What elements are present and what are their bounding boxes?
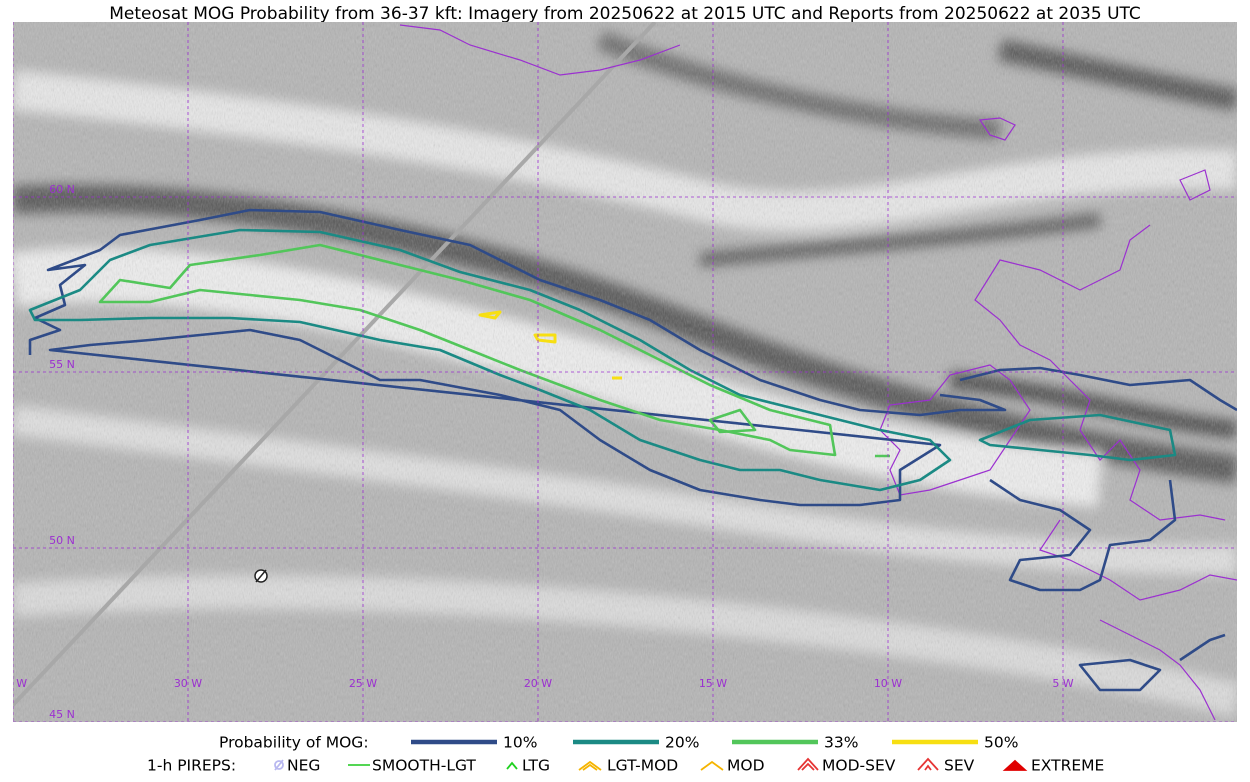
lat-label: 45 N [49,708,75,721]
lon-label: 15 W [699,677,727,690]
probability-contours [28,208,1237,692]
legend-icon [797,757,819,771]
contour-2 [708,408,890,458]
lon-label: 25 W [349,677,377,690]
contour-3 [478,310,622,380]
lon-label: 20 W [524,677,552,690]
graticule: 35 W 30 W 25 W 20 W 15 W 10 W 5 W 60 N 55 N 50 N 4… [0,22,1237,722]
legend-title: 1-h PIREPS: [147,757,236,775]
legend-icon [274,759,284,771]
legend: Probability of MOG: 10% 20% 33% 50% 1-h PIREP… [147,734,1104,775]
legend-label: LGT-MOD [607,757,678,775]
title: Meteosat MOG Probability from 36-37 kft:… [109,4,1141,24]
legend-icon [578,760,602,771]
contour-0 [28,208,1007,507]
legend-label: SMOOTH-LGT [372,757,476,775]
legend-label: MOD-SEV [822,757,896,775]
pirep-neg-marker [254,569,268,583]
legend-icon [1002,759,1028,771]
legend-label: 33% [824,734,858,752]
lon-label: 30 W [174,677,202,690]
legend-label: NEG [287,757,320,775]
lat-label: 50 N [49,534,75,547]
lat-label: 60 N [49,183,75,196]
legend-label: LTG [522,757,550,775]
contour-2 [98,243,837,457]
legend-label: 20% [665,734,699,752]
satellite-track [13,22,657,707]
legend-icon [700,760,724,771]
contour-1 [978,413,1177,462]
contour-0 [959,366,1237,592]
legend-label: 10% [503,734,537,752]
legend-label: SEV [944,757,975,775]
lon-label: 35 W [0,677,27,690]
legend-label: MOD [727,757,765,775]
legend-label: EXTREME [1031,757,1104,775]
lat-label: 55 N [49,358,75,371]
contour-0 [1078,633,1226,692]
lon-label: 5 W [1052,677,1073,690]
legend-title: Probability of MOG: [219,734,369,752]
coastlines [399,24,1237,721]
map-area: 35 W 30 W 25 W 20 W 15 W 10 W 5 W 60 N 55 N 50 N 4… [0,22,1237,722]
contour-1 [28,228,952,492]
legend-icon [506,761,518,770]
legend-icon [917,757,939,771]
legend-label: 50% [984,734,1018,752]
lon-label: 10 W [874,677,902,690]
